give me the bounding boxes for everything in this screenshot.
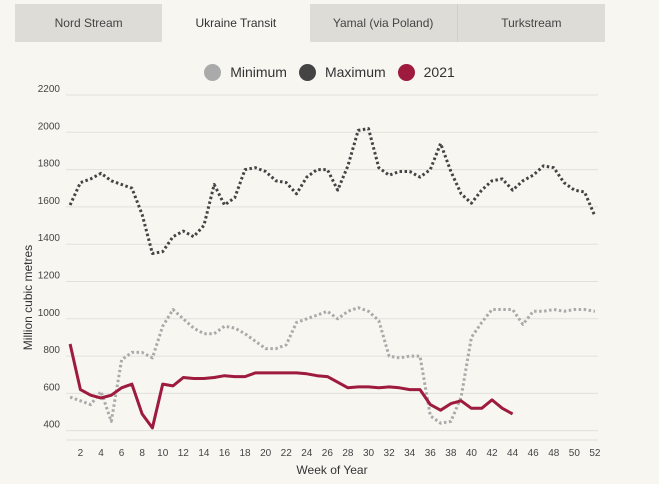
y-tick-label: 1200 [38, 270, 61, 281]
x-tick-label: 46 [528, 448, 540, 459]
y-tick-label: 1000 [38, 308, 61, 319]
x-tick-label: 26 [322, 448, 334, 459]
x-tick-label: 14 [198, 448, 210, 459]
legend-item-maximum[interactable]: Maximum [298, 63, 386, 81]
y-tick-label: 400 [43, 420, 60, 431]
y-tick-label: 800 [43, 345, 60, 356]
x-tick-label: 8 [139, 448, 145, 459]
x-tick-label: 38 [445, 448, 457, 459]
x-tick-label: 12 [178, 448, 190, 459]
x-tick-label: 44 [507, 448, 519, 459]
x-tick-label: 42 [486, 448, 498, 459]
y-axis-title: Million cubic metres [21, 245, 35, 350]
x-tick-label: 28 [342, 448, 354, 459]
y-tick-label: 2000 [38, 121, 61, 132]
legend-label: 2021 [423, 64, 455, 80]
y-tick-label: 1800 [38, 159, 61, 170]
region-tabs: Nord Stream Ukraine Transit Yamal (via Pol… [15, 4, 605, 42]
x-tick-label: 32 [384, 448, 396, 459]
series-line-2021 [68, 343, 514, 430]
y-tick-label: 600 [43, 382, 60, 393]
x-axis-title: Week of Year [296, 463, 367, 477]
legend-label: Maximum [324, 64, 386, 80]
y-tick-label: 1600 [38, 196, 61, 207]
x-tick-label: 20 [260, 448, 272, 459]
legend-dot-icon [298, 63, 316, 81]
legend-dot-icon [204, 63, 222, 81]
x-tick-label: 22 [281, 448, 293, 459]
y-tick-label: 1400 [38, 233, 61, 244]
series-line-minimum [69, 306, 596, 425]
x-tick-label: 52 [589, 448, 601, 459]
x-tick-label: 30 [363, 448, 375, 459]
x-tick-label: 34 [404, 448, 416, 459]
x-tick-label: 40 [466, 448, 478, 459]
tab-turkstream[interactable]: Turkstream [456, 4, 605, 42]
x-tick-label: 10 [157, 448, 169, 459]
x-tick-label: 48 [548, 448, 560, 459]
x-tick-label: 16 [219, 448, 231, 459]
x-tick-label: 4 [98, 448, 104, 459]
tab-nord-stream[interactable]: Nord Stream [15, 4, 163, 42]
series-line-maximum [68, 127, 597, 255]
legend-label: Minimum [230, 64, 287, 80]
chart-legend: Minimum Maximum 2021 [0, 60, 659, 84]
x-tick-label: 18 [239, 448, 251, 459]
legend-item-minimum[interactable]: Minimum [204, 63, 287, 81]
x-tick-label: 50 [569, 448, 581, 459]
legend-dot-icon [397, 63, 415, 81]
tab-ukraine-transit[interactable]: Ukraine Transit [162, 4, 310, 42]
x-tick-label: 2 [78, 448, 84, 459]
legend-item-2021[interactable]: 2021 [397, 63, 455, 81]
x-tick-label: 36 [425, 448, 437, 459]
x-tick-label: 6 [119, 448, 125, 459]
x-tick-label: 24 [301, 448, 313, 459]
y-tick-label: 2200 [38, 84, 61, 95]
tab-yamal-via-poland[interactable]: Yamal (via Poland) [309, 4, 457, 42]
